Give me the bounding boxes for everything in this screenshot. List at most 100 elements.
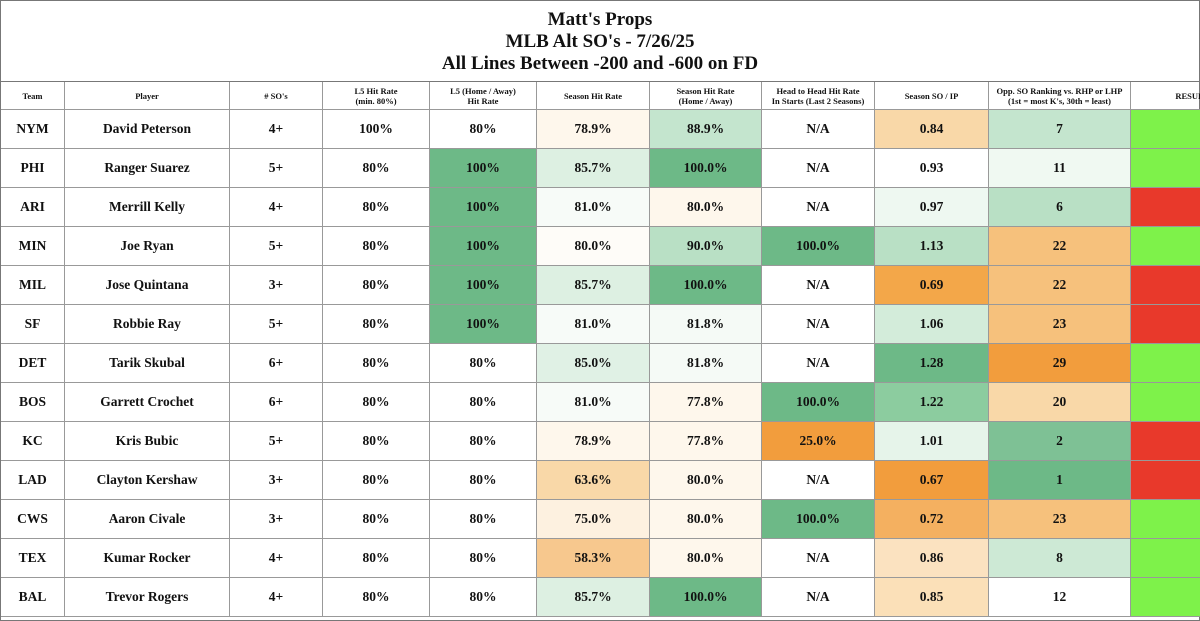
opp-so-ranking-cell: 22 xyxy=(988,265,1131,305)
col-header-h2h-line1: Head to Head Hit Rate xyxy=(776,85,860,96)
l5-home-away-cell: 80% xyxy=(429,109,537,149)
season-home-away-cell: 100.0% xyxy=(649,265,762,305)
col-header-shrha-line1: Season Hit Rate xyxy=(676,85,735,96)
col-header-h2h-line2: In Starts (Last 2 Seasons) xyxy=(771,95,865,106)
l5-home-away-cell: 80% xyxy=(429,421,537,461)
h2h-hit-rate-cell: N/A xyxy=(761,304,875,344)
season-so-ip-cell: 1.28 xyxy=(874,343,989,383)
col-header-l5-line1: L5 Hit Rate xyxy=(354,85,398,96)
team-cell: MIL xyxy=(1,265,65,305)
team-cell: ARI xyxy=(1,187,65,227)
so-line-cell: 3+ xyxy=(229,265,323,305)
l5-hit-rate-cell: 80% xyxy=(322,343,430,383)
season-so-ip-cell: 1.01 xyxy=(874,421,989,461)
col-header-result: RESULT xyxy=(1130,82,1200,110)
season-so-ip-cell: 0.72 xyxy=(874,499,989,539)
h2h-hit-rate-cell: N/A xyxy=(761,265,875,305)
h2h-hit-rate-cell: N/A xyxy=(761,187,875,227)
season-so-ip-cell: 0.86 xyxy=(874,538,989,578)
result-cell xyxy=(1130,421,1200,461)
opp-so-ranking-cell: 12 xyxy=(988,577,1131,617)
season-so-ip-cell: 1.06 xyxy=(874,304,989,344)
so-line-cell: 5+ xyxy=(229,226,323,266)
player-cell: Robbie Ray xyxy=(64,304,230,344)
team-cell: SF xyxy=(1,304,65,344)
col-header-l5-home-away: L5 (Home / Away) Hit Rate xyxy=(429,82,537,110)
season-so-ip-cell: 0.93 xyxy=(874,148,989,188)
l5-home-away-cell: 100% xyxy=(429,187,537,227)
so-line-cell: 6+ xyxy=(229,382,323,422)
result-cell xyxy=(1130,265,1200,305)
opp-so-ranking-cell: 23 xyxy=(988,304,1131,344)
table-row: DET Tarik Skubal 6+ 80% 80% 85.0% 81.8% N/A 1.28… xyxy=(1,343,1200,383)
season-so-ip-cell: 1.22 xyxy=(874,382,989,422)
table-row: BOS Garrett Crochet 6+ 80% 80% 81.0% 77.8% 100.… xyxy=(1,382,1200,422)
header-row: Team Player # SO's L5 Hit Rate (min. 80%… xyxy=(1,82,1200,110)
result-cell xyxy=(1130,382,1200,422)
col-header-l5ha-line1: L5 (Home / Away) xyxy=(450,85,516,96)
l5-hit-rate-cell: 80% xyxy=(322,304,430,344)
result-cell xyxy=(1130,499,1200,539)
so-line-cell: 4+ xyxy=(229,109,323,149)
h2h-hit-rate-cell: N/A xyxy=(761,538,875,578)
table-row: LAD Clayton Kershaw 3+ 80% 80% 63.6% 80.0% N/A 0… xyxy=(1,460,1200,500)
h2h-hit-rate-cell: N/A xyxy=(761,577,875,617)
season-hit-rate-cell: 85.0% xyxy=(536,343,650,383)
season-hit-rate-cell: 80.0% xyxy=(536,226,650,266)
season-hit-rate-cell: 58.3% xyxy=(536,538,650,578)
result-cell xyxy=(1130,577,1200,617)
so-line-cell: 6+ xyxy=(229,343,323,383)
opp-so-ranking-cell: 23 xyxy=(988,499,1131,539)
so-line-cell: 3+ xyxy=(229,460,323,500)
season-home-away-cell: 100.0% xyxy=(649,577,762,617)
player-cell: Joe Ryan xyxy=(64,226,230,266)
col-header-opp-line1: Opp. SO Ranking vs. RHP or LHP xyxy=(996,85,1123,96)
l5-home-away-cell: 100% xyxy=(429,304,537,344)
season-home-away-cell: 80.0% xyxy=(649,499,762,539)
l5-home-away-cell: 80% xyxy=(429,538,537,578)
season-home-away-cell: 77.8% xyxy=(649,421,762,461)
season-hit-rate-cell: 63.6% xyxy=(536,460,650,500)
l5-hit-rate-cell: 80% xyxy=(322,187,430,227)
l5-home-away-cell: 80% xyxy=(429,577,537,617)
col-header-shrha-line2: (Home / Away) xyxy=(678,95,733,106)
so-line-cell: 4+ xyxy=(229,187,323,227)
season-home-away-cell: 88.9% xyxy=(649,109,762,149)
season-hit-rate-cell: 75.0% xyxy=(536,499,650,539)
player-cell: Jose Quintana xyxy=(64,265,230,305)
h2h-hit-rate-cell: 100.0% xyxy=(761,226,875,266)
season-hit-rate-cell: 81.0% xyxy=(536,187,650,227)
col-header-opp-line2: (1st = most K's, 30th = least) xyxy=(1008,95,1111,106)
team-cell: CWS xyxy=(1,499,65,539)
season-hit-rate-cell: 85.7% xyxy=(536,577,650,617)
result-cell xyxy=(1130,109,1200,149)
player-cell: Aaron Civale xyxy=(64,499,230,539)
l5-hit-rate-cell: 80% xyxy=(322,382,430,422)
opp-so-ranking-cell: 1 xyxy=(988,460,1131,500)
season-so-ip-cell: 0.67 xyxy=(874,460,989,500)
col-header-player: Player xyxy=(64,82,230,110)
team-cell: DET xyxy=(1,343,65,383)
season-home-away-cell: 80.0% xyxy=(649,187,762,227)
l5-hit-rate-cell: 80% xyxy=(322,577,430,617)
season-so-ip-cell: 1.13 xyxy=(874,226,989,266)
opp-so-ranking-cell: 2 xyxy=(988,421,1131,461)
team-cell: NYM xyxy=(1,109,65,149)
l5-home-away-cell: 80% xyxy=(429,343,537,383)
so-line-cell: 5+ xyxy=(229,148,323,188)
l5-home-away-cell: 100% xyxy=(429,226,537,266)
l5-hit-rate-cell: 80% xyxy=(322,421,430,461)
h2h-hit-rate-cell: 25.0% xyxy=(761,421,875,461)
opp-so-ranking-cell: 29 xyxy=(988,343,1131,383)
h2h-hit-rate-cell: 100.0% xyxy=(761,382,875,422)
season-hit-rate-cell: 78.9% xyxy=(536,421,650,461)
team-cell: MIN xyxy=(1,226,65,266)
table-row: NYM David Peterson 4+ 100% 80% 78.9% 88.9% N/A 0… xyxy=(1,109,1200,149)
col-header-so-ip: Season SO / IP xyxy=(874,82,989,110)
h2h-hit-rate-cell: 100.0% xyxy=(761,499,875,539)
player-cell: Clayton Kershaw xyxy=(64,460,230,500)
season-so-ip-cell: 0.69 xyxy=(874,265,989,305)
team-cell: BAL xyxy=(1,577,65,617)
table-row: CWS Aaron Civale 3+ 80% 80% 75.0% 80.0% 100.0% 0… xyxy=(1,499,1200,539)
result-cell xyxy=(1130,187,1200,227)
